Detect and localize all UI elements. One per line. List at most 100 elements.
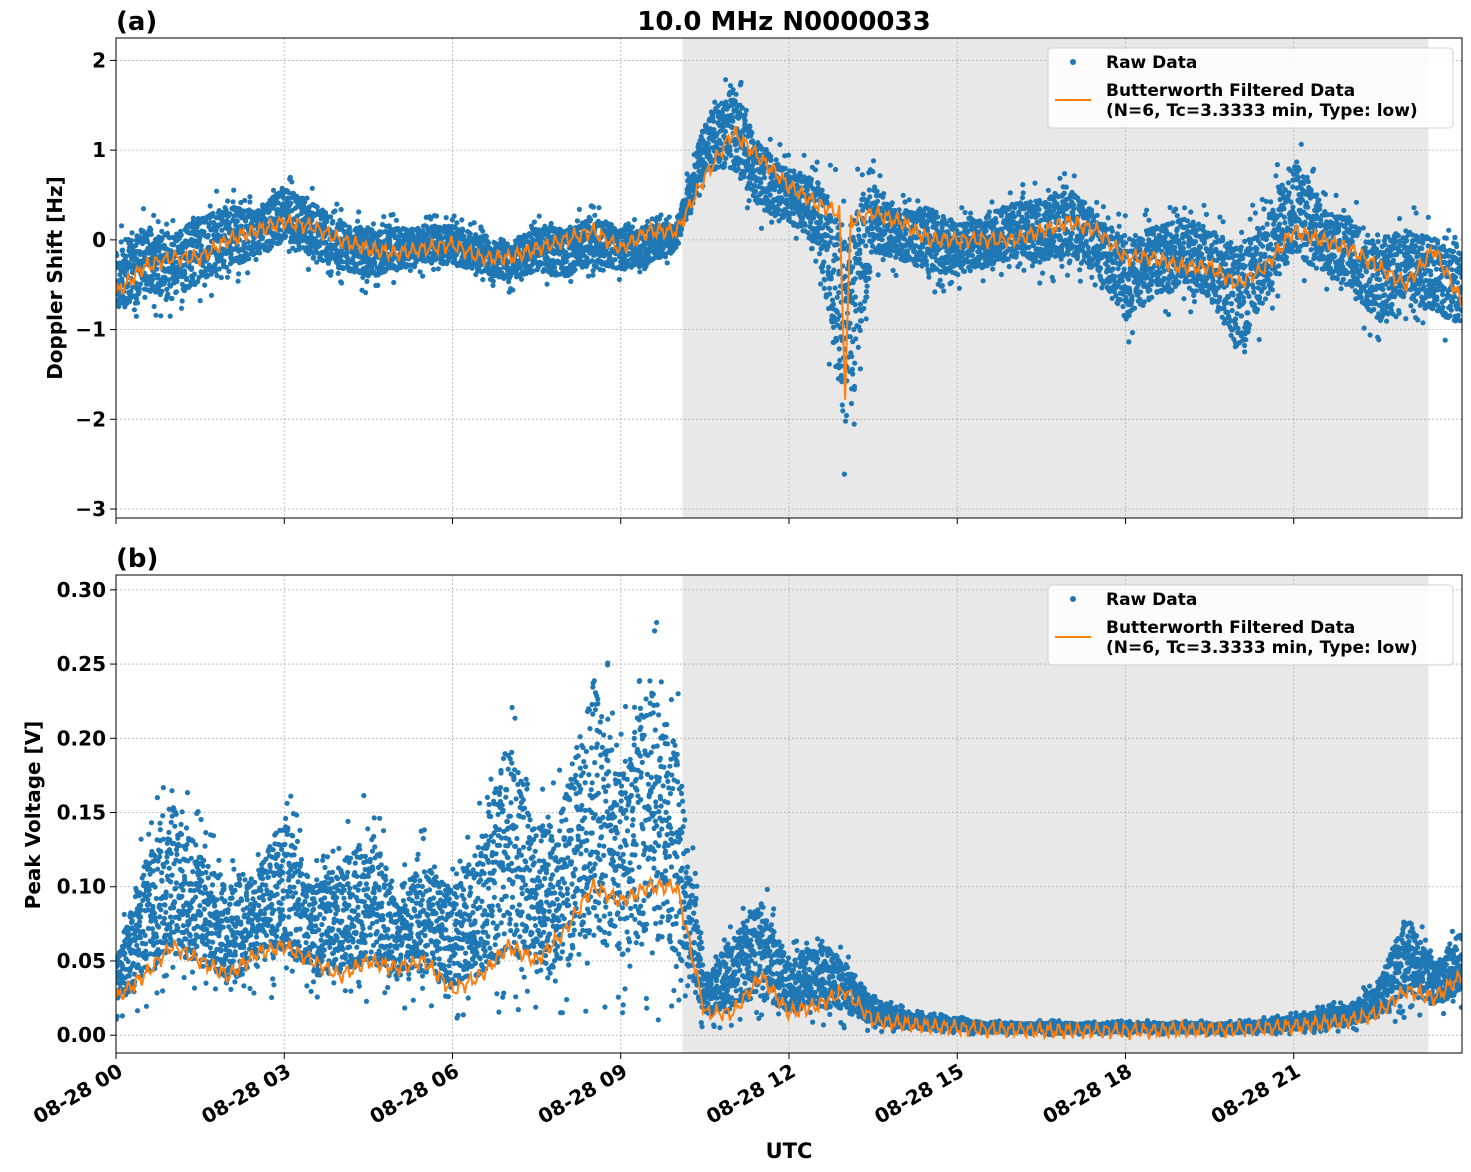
raw-point: [939, 283, 945, 289]
raw-point: [126, 260, 132, 266]
raw-point: [483, 234, 489, 240]
raw-point: [741, 174, 747, 180]
raw-point: [170, 218, 176, 224]
raw-point: [347, 229, 353, 235]
raw-point: [140, 206, 147, 212]
panel-a-label: (a): [116, 7, 157, 37]
raw-point: [960, 251, 966, 257]
raw-point: [173, 259, 179, 265]
raw-point: [834, 241, 840, 248]
raw-point: [631, 217, 638, 223]
raw-point: [283, 233, 289, 239]
raw-point: [833, 217, 839, 223]
raw-point: [744, 205, 751, 211]
raw-point: [208, 292, 215, 298]
raw-point: [461, 233, 467, 239]
raw-point: [857, 366, 864, 372]
raw-point: [851, 421, 857, 427]
raw-point: [563, 258, 569, 264]
raw-point: [727, 147, 733, 153]
raw-point: [510, 287, 516, 293]
raw-point: [900, 192, 906, 198]
raw-point: [932, 289, 938, 295]
raw-point: [480, 277, 486, 283]
raw-point: [785, 152, 792, 158]
raw-point: [903, 230, 909, 236]
raw-point: [490, 278, 496, 284]
raw-point: [880, 257, 886, 263]
raw-point: [820, 269, 826, 275]
raw-point: [834, 294, 840, 300]
raw-point: [219, 227, 225, 233]
raw-point: [887, 252, 894, 258]
raw-point: [722, 129, 729, 135]
raw-point: [743, 107, 749, 113]
raw-point: [956, 285, 963, 291]
raw-point: [247, 199, 253, 205]
raw-point: [393, 217, 399, 223]
raw-point: [225, 198, 231, 204]
raw-point: [191, 271, 197, 277]
raw-point: [459, 217, 465, 223]
raw-point: [852, 276, 858, 282]
raw-point: [133, 313, 139, 319]
raw-point: [861, 305, 867, 312]
raw-point: [116, 252, 120, 258]
raw-point: [584, 255, 590, 261]
raw-point: [833, 338, 839, 344]
raw-point: [288, 200, 294, 206]
raw-point: [851, 386, 857, 392]
raw-point: [210, 210, 216, 217]
raw-point: [855, 344, 861, 350]
raw-point: [356, 209, 362, 215]
raw-point: [860, 191, 866, 197]
raw-point: [839, 402, 845, 408]
raw-point: [968, 210, 974, 216]
raw-point: [879, 237, 885, 243]
raw-point: [153, 312, 159, 318]
raw-point: [874, 188, 880, 194]
raw-point: [316, 243, 322, 249]
raw-point: [825, 264, 832, 270]
raw-point: [355, 218, 361, 224]
raw-point: [592, 212, 598, 218]
raw-point: [834, 308, 840, 314]
raw-point: [747, 123, 753, 129]
raw-point: [151, 303, 157, 310]
raw-point: [230, 199, 236, 205]
raw-point: [184, 275, 190, 281]
raw-point: [198, 243, 204, 249]
raw-point: [723, 77, 729, 83]
raw-point: [831, 267, 837, 273]
raw-point: [189, 265, 195, 271]
raw-point: [536, 213, 542, 219]
raw-point: [407, 267, 413, 273]
raw-point: [937, 277, 943, 283]
raw-point: [241, 244, 247, 250]
raw-point: [723, 155, 729, 161]
raw-point: [773, 157, 779, 163]
raw-point: [159, 288, 165, 294]
raw-point: [220, 213, 226, 219]
raw-point: [226, 268, 232, 274]
raw-point: [224, 274, 231, 280]
raw-point: [801, 152, 807, 158]
raw-point: [926, 274, 932, 280]
raw-point: [962, 209, 968, 216]
raw-point: [391, 279, 397, 286]
raw-point: [826, 361, 832, 367]
raw-point: [214, 273, 220, 279]
raw-point: [245, 270, 251, 276]
raw-point: [848, 400, 855, 407]
raw-point: [728, 152, 734, 158]
raw-point: [129, 230, 135, 236]
raw-point: [155, 272, 161, 279]
raw-point: [338, 206, 344, 213]
raw-point: [169, 295, 175, 302]
raw-point: [246, 256, 252, 262]
raw-point: [207, 203, 213, 209]
raw-point: [128, 238, 134, 244]
raw-point: [818, 281, 824, 287]
raw-point: [531, 219, 538, 225]
